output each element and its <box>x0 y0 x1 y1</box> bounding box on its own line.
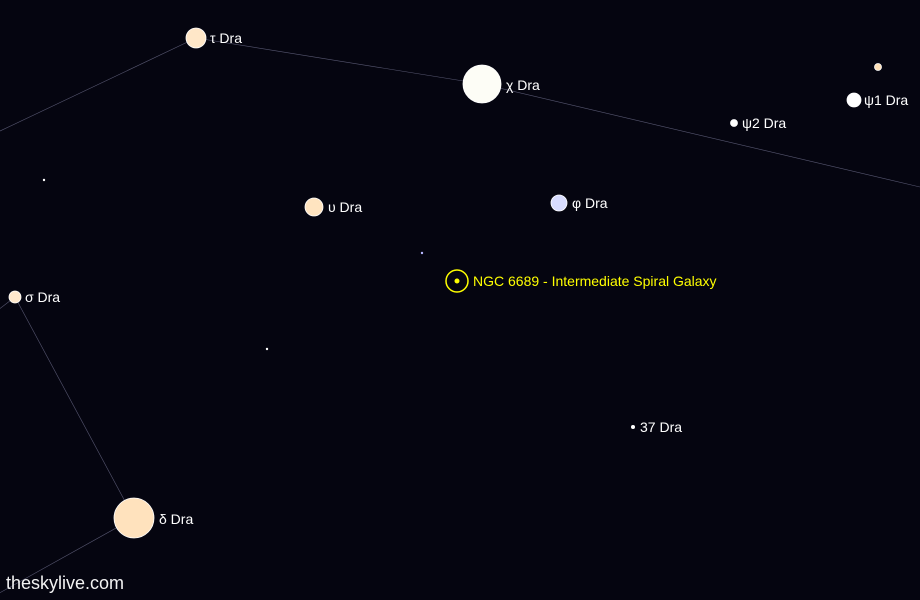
star-label-psi1-dra: ψ1 Dra <box>864 92 908 108</box>
star-tiny-mid <box>421 252 423 254</box>
star-chi-dra <box>463 65 501 103</box>
star-psi2-dra <box>731 120 738 127</box>
star-label-tau-dra: τ Dra <box>210 30 242 46</box>
star-label-phi-dra: φ Dra <box>572 195 608 211</box>
star-label-psi2-dra: ψ2 Dra <box>742 115 786 131</box>
star-upsilon-dra <box>305 198 323 216</box>
star-tiny-mid2 <box>266 348 268 350</box>
star-small-top-right <box>875 64 882 71</box>
star-37-dra <box>631 425 635 429</box>
star-tiny-left <box>43 179 45 181</box>
star-label-delta-dra: δ Dra <box>159 511 193 527</box>
star-label-upsilon-dra: υ Dra <box>328 199 362 215</box>
constellation-line <box>0 38 196 150</box>
stars-group: τ Dra χ Dra ψ1 Dra ψ2 Dra υ Dra φ Dra σ Dra 37 … <box>9 28 908 538</box>
target-dot <box>455 279 460 284</box>
star-label-chi-dra: χ Dra <box>506 77 540 93</box>
star-sigma-dra <box>9 291 21 303</box>
watermark: theskylive.com <box>6 573 124 594</box>
target-label: NGC 6689 - Intermediate Spiral Galaxy <box>473 273 717 289</box>
constellation-line <box>0 297 15 370</box>
star-phi-dra <box>551 195 567 211</box>
target-group: NGC 6689 - Intermediate Spiral Galaxy <box>446 270 717 292</box>
star-label-37-dra: 37 Dra <box>640 419 682 435</box>
star-chart: τ Dra χ Dra ψ1 Dra ψ2 Dra υ Dra φ Dra σ Dra 37 … <box>0 0 920 600</box>
star-delta-dra <box>114 498 154 538</box>
star-tau-dra <box>186 28 206 48</box>
star-psi1-dra <box>847 93 861 107</box>
constellation-line <box>15 297 134 518</box>
star-label-sigma-dra: σ Dra <box>25 289 60 305</box>
